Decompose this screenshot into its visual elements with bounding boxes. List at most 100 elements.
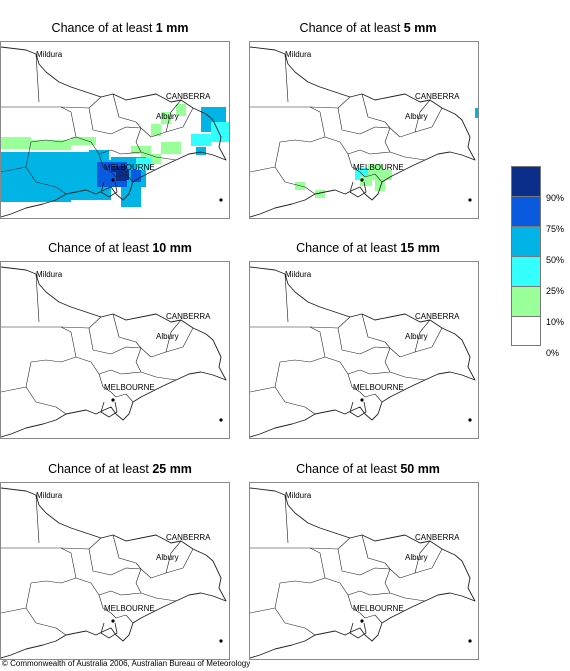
legend-tick-10: 10% (546, 317, 565, 327)
border-line (349, 401, 367, 418)
probability-cell (161, 112, 171, 124)
city-dot (360, 619, 364, 623)
border-line (88, 548, 142, 576)
map-10mm: Mildura CANBERRA Albury MELBOURNE (0, 261, 230, 439)
border-line (100, 622, 118, 639)
city-dot (219, 198, 223, 202)
city-dot (360, 178, 364, 182)
place-label-albury: Albury (405, 332, 428, 341)
border-line (361, 93, 443, 138)
place-label-melbourne: MELBOURNE (353, 383, 404, 392)
map-5mm: Mildura CANBERRA Albury MELBOURNE (249, 41, 479, 219)
city-dot (468, 639, 472, 643)
border-line (88, 107, 142, 135)
border-line (1, 386, 27, 393)
probability-cell (196, 147, 206, 155)
map-1mm: Mildura CANBERRA Albury MELBOURNE (0, 41, 230, 219)
map-15mm: Mildura CANBERRA Albury MELBOURNE (249, 261, 479, 439)
border-line (165, 319, 182, 353)
legend-swatch-75 (511, 196, 541, 226)
victoria-basemap (1, 487, 227, 659)
legend-swatch-0 (511, 316, 541, 346)
border-line (337, 327, 391, 355)
border-line (35, 622, 67, 636)
border-line (110, 391, 134, 403)
border-line (100, 181, 118, 198)
border-line (100, 401, 118, 418)
place-label-melbourne: MELBOURNE (104, 604, 155, 613)
city-dot (111, 178, 115, 182)
place-label-canberra: CANBERRA (166, 92, 211, 101)
border-line (60, 96, 102, 109)
probability-cell (375, 179, 385, 191)
border-line (98, 594, 112, 614)
place-label-mildura: Mildura (36, 491, 63, 500)
place-label-mildura: Mildura (36, 270, 63, 279)
border-line (25, 136, 77, 183)
border-line (359, 171, 383, 183)
panel-title-15mm: Chance of at least 15 mm (296, 241, 440, 255)
border-line (88, 327, 142, 355)
border-line (337, 107, 391, 135)
border-line (1, 106, 77, 138)
border-line (284, 181, 316, 195)
border-line (35, 53, 40, 103)
probability-cell (360, 176, 372, 186)
border-line (98, 153, 112, 173)
probability-cell (31, 140, 71, 150)
border-line (60, 537, 102, 550)
place-label-mildura: Mildura (36, 50, 63, 59)
probability-cell (176, 104, 186, 116)
border-line (384, 127, 426, 161)
border-line (75, 356, 142, 375)
probability-legend (511, 166, 541, 346)
map-50mm: Mildura CANBERRA Albury MELBOURNE (249, 482, 479, 660)
border-line (60, 316, 102, 329)
legend-swatch-90 (511, 166, 541, 196)
border-line (165, 540, 182, 574)
probability-cell (119, 170, 129, 180)
border-line (110, 171, 134, 183)
border-line (284, 273, 289, 323)
place-label-canberra: CANBERRA (166, 312, 211, 321)
probability-cell (136, 158, 151, 170)
probability-cell (121, 187, 141, 207)
border-line (250, 487, 476, 659)
panel-title-50mm: Chance of at least 50 mm (296, 462, 440, 476)
victoria-basemap (250, 266, 476, 438)
border-line (250, 326, 326, 358)
border-line (35, 401, 67, 415)
copyright-footer: © Commonwealth of Australia 2006, Austra… (2, 659, 251, 668)
place-label-canberra: CANBERRA (415, 533, 460, 542)
border-line (250, 266, 476, 438)
border-line (250, 607, 276, 614)
border-line (414, 99, 431, 133)
border-line (250, 386, 276, 393)
place-label-albury: Albury (156, 553, 179, 562)
panel-title-1mm: Chance of at least 1 mm (51, 21, 189, 35)
legend-tick-50: 50% (546, 255, 565, 265)
place-label-albury: Albury (405, 112, 428, 121)
border-line (250, 166, 276, 173)
border-line (274, 136, 326, 183)
city-dot (111, 619, 115, 623)
place-label-melbourne: MELBOURNE (104, 163, 155, 172)
probability-cell (475, 108, 478, 118)
place-label-mildura: Mildura (285, 270, 312, 279)
victoria-basemap (1, 266, 227, 438)
legend-tick-25: 25% (546, 286, 565, 296)
place-label-mildura: Mildura (285, 50, 312, 59)
border-line (284, 53, 289, 103)
border-line (1, 547, 77, 579)
place-label-albury: Albury (405, 553, 428, 562)
border-line (274, 356, 326, 403)
border-line (98, 373, 112, 393)
border-line (309, 537, 351, 550)
legend-tick-75: 75% (546, 224, 565, 234)
border-line (135, 568, 177, 602)
border-line (1, 166, 27, 173)
border-line (347, 594, 361, 614)
border-line (250, 106, 326, 138)
border-line (35, 181, 67, 195)
legend-swatch-10 (511, 286, 541, 316)
